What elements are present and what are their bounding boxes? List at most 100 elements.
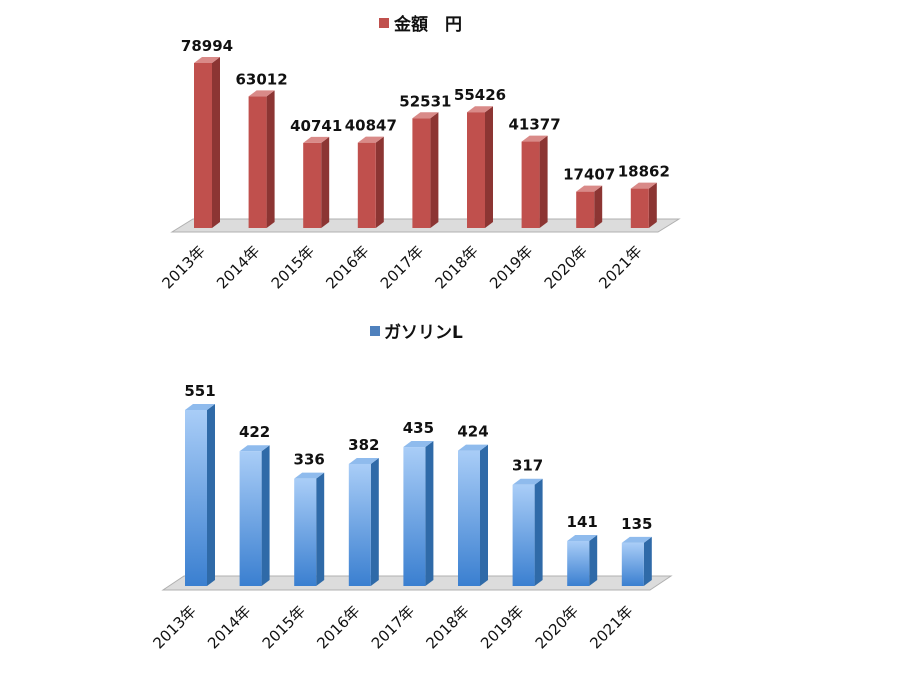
- bar-2018年: [467, 106, 493, 228]
- value-label: 78994: [181, 37, 233, 55]
- value-label: 382: [348, 436, 379, 454]
- legend: 金額 円: [379, 14, 462, 35]
- bar-side: [594, 185, 603, 228]
- bar-2016年: [348, 457, 379, 586]
- bar-2015年: [303, 136, 330, 228]
- value-label: 40741: [290, 117, 342, 135]
- bar-2019年: [521, 135, 548, 228]
- tick-label: 2021年: [595, 242, 645, 292]
- bar-top: [621, 536, 652, 543]
- bar-side: [207, 404, 215, 586]
- bar-front: [512, 484, 535, 586]
- bar-top: [294, 472, 325, 479]
- bar-side: [261, 445, 270, 586]
- bar-top: [412, 112, 439, 119]
- tick-label: 2016年: [313, 602, 363, 652]
- bar-side: [212, 57, 220, 228]
- bar-side: [480, 444, 488, 586]
- bar-side: [430, 112, 439, 228]
- bar-front: [357, 142, 376, 228]
- bar-front: [194, 63, 212, 228]
- bar-top: [303, 136, 330, 143]
- bar-side: [370, 457, 379, 586]
- value-label: 40847: [345, 117, 397, 135]
- bar-front: [521, 141, 540, 228]
- bar-front: [403, 447, 426, 586]
- bar-2013年: [185, 404, 215, 586]
- bar-top: [348, 457, 379, 464]
- tick-label: 2016年: [322, 242, 372, 292]
- tick-label: 2019年: [486, 242, 536, 292]
- tick-label: 2017年: [368, 602, 418, 652]
- bar-2019年: [512, 478, 543, 586]
- bar-top: [185, 404, 215, 410]
- value-label: 17407: [563, 166, 615, 184]
- bar-top: [403, 441, 434, 448]
- bar-top: [248, 90, 275, 97]
- bar-2017年: [412, 112, 439, 228]
- value-label: 424: [457, 423, 488, 441]
- bar-top: [567, 534, 598, 541]
- bar-top: [630, 182, 657, 189]
- value-label: 435: [403, 419, 434, 437]
- tick-label: 2014年: [213, 242, 263, 292]
- legend-label: ガソリンL: [384, 323, 463, 343]
- legend-label: 金額 円: [393, 14, 462, 35]
- bar-2015年: [294, 472, 325, 586]
- legend-swatch: [370, 326, 380, 336]
- bar-front: [303, 142, 322, 228]
- bar-front: [248, 96, 267, 228]
- bar-side: [485, 106, 493, 228]
- bar-side: [425, 441, 434, 586]
- tick-label: 2013年: [158, 242, 208, 292]
- bar-2014年: [248, 90, 275, 228]
- legend: ガソリンL: [370, 323, 463, 343]
- bar-2016年: [357, 136, 384, 228]
- bar-front: [621, 542, 644, 586]
- bar-front: [467, 112, 485, 228]
- bar-front: [576, 191, 595, 228]
- tick-label: 2020年: [541, 242, 591, 292]
- bar-front: [630, 188, 649, 228]
- bar-front: [458, 450, 480, 586]
- tick-label: 2015年: [259, 602, 309, 652]
- value-label: 422: [239, 423, 270, 441]
- bar-2021年: [630, 182, 657, 228]
- bar-2017年: [403, 441, 434, 586]
- bar-top: [467, 106, 493, 113]
- bar-side: [648, 182, 657, 228]
- bar-top: [458, 444, 488, 451]
- tick-label: 2018年: [431, 242, 481, 292]
- tick-label: 2019年: [477, 602, 527, 652]
- value-label: 41377: [509, 116, 561, 134]
- bar-top: [357, 136, 384, 143]
- bar-top: [576, 185, 603, 192]
- value-label: 336: [294, 451, 325, 469]
- bar-side: [316, 472, 325, 586]
- bar-front: [294, 478, 317, 586]
- value-label: 141: [567, 513, 598, 531]
- bar-2021年: [621, 536, 652, 586]
- bar-side: [539, 135, 548, 228]
- bar-front: [412, 118, 431, 228]
- tick-label: 2021年: [586, 602, 636, 652]
- value-label: 63012: [236, 70, 288, 88]
- bar-2018年: [458, 444, 488, 586]
- bar-2014年: [239, 445, 270, 586]
- tick-label: 2018年: [422, 602, 472, 652]
- value-label: 55426: [454, 86, 506, 104]
- tick-label: 2017年: [377, 242, 427, 292]
- value-label: 18862: [618, 163, 670, 181]
- value-label: 317: [512, 457, 543, 475]
- tick-label: 2020年: [532, 602, 582, 652]
- bar-top: [512, 478, 543, 485]
- tick-label: 2013年: [149, 602, 199, 652]
- bar-front: [348, 463, 371, 586]
- tick-label: 2014年: [204, 602, 254, 652]
- bar-2020年: [576, 185, 603, 228]
- bar-2020年: [567, 534, 598, 586]
- bar-top: [521, 135, 548, 142]
- bar-2013年: [194, 57, 220, 228]
